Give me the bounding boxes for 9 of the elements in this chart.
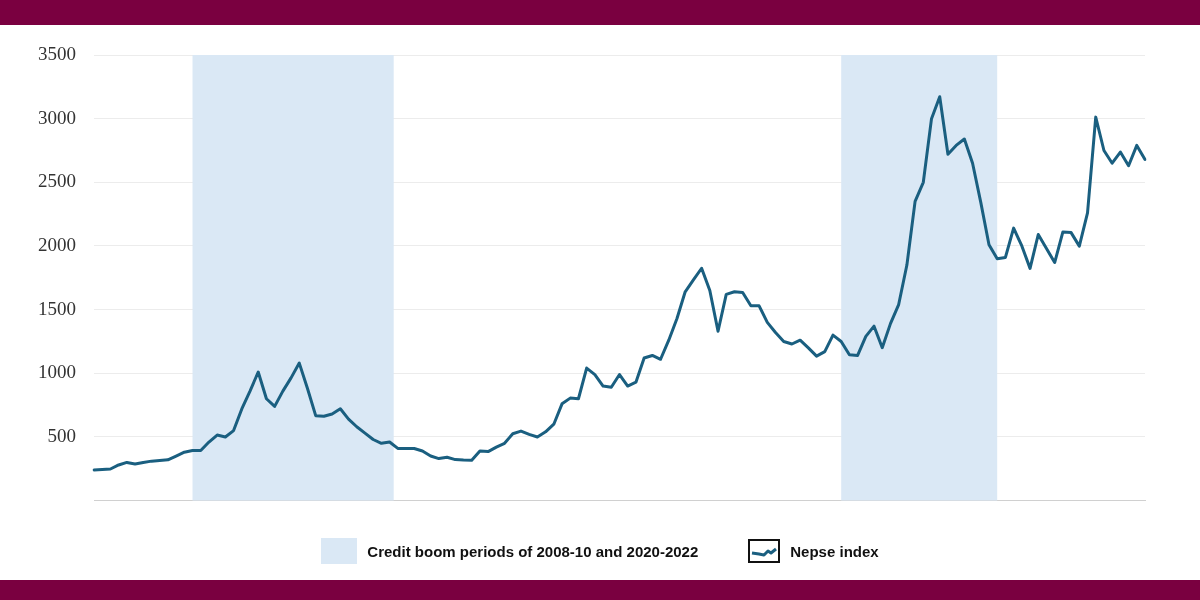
y-tick-label: 1000 (38, 361, 76, 383)
y-tick-label: 2500 (38, 170, 76, 192)
y-tick-label: 2000 (38, 233, 76, 255)
y-tick-label: 500 (47, 424, 76, 446)
legend-label: Nepse index (790, 542, 879, 560)
y-tick-label: 1500 (38, 297, 76, 319)
y-tick-label: 3500 (38, 42, 76, 64)
text: Credit boom periods of 2008-10 and 2020-2022 (367, 542, 699, 560)
y-tick-label: 3000 (38, 106, 76, 128)
